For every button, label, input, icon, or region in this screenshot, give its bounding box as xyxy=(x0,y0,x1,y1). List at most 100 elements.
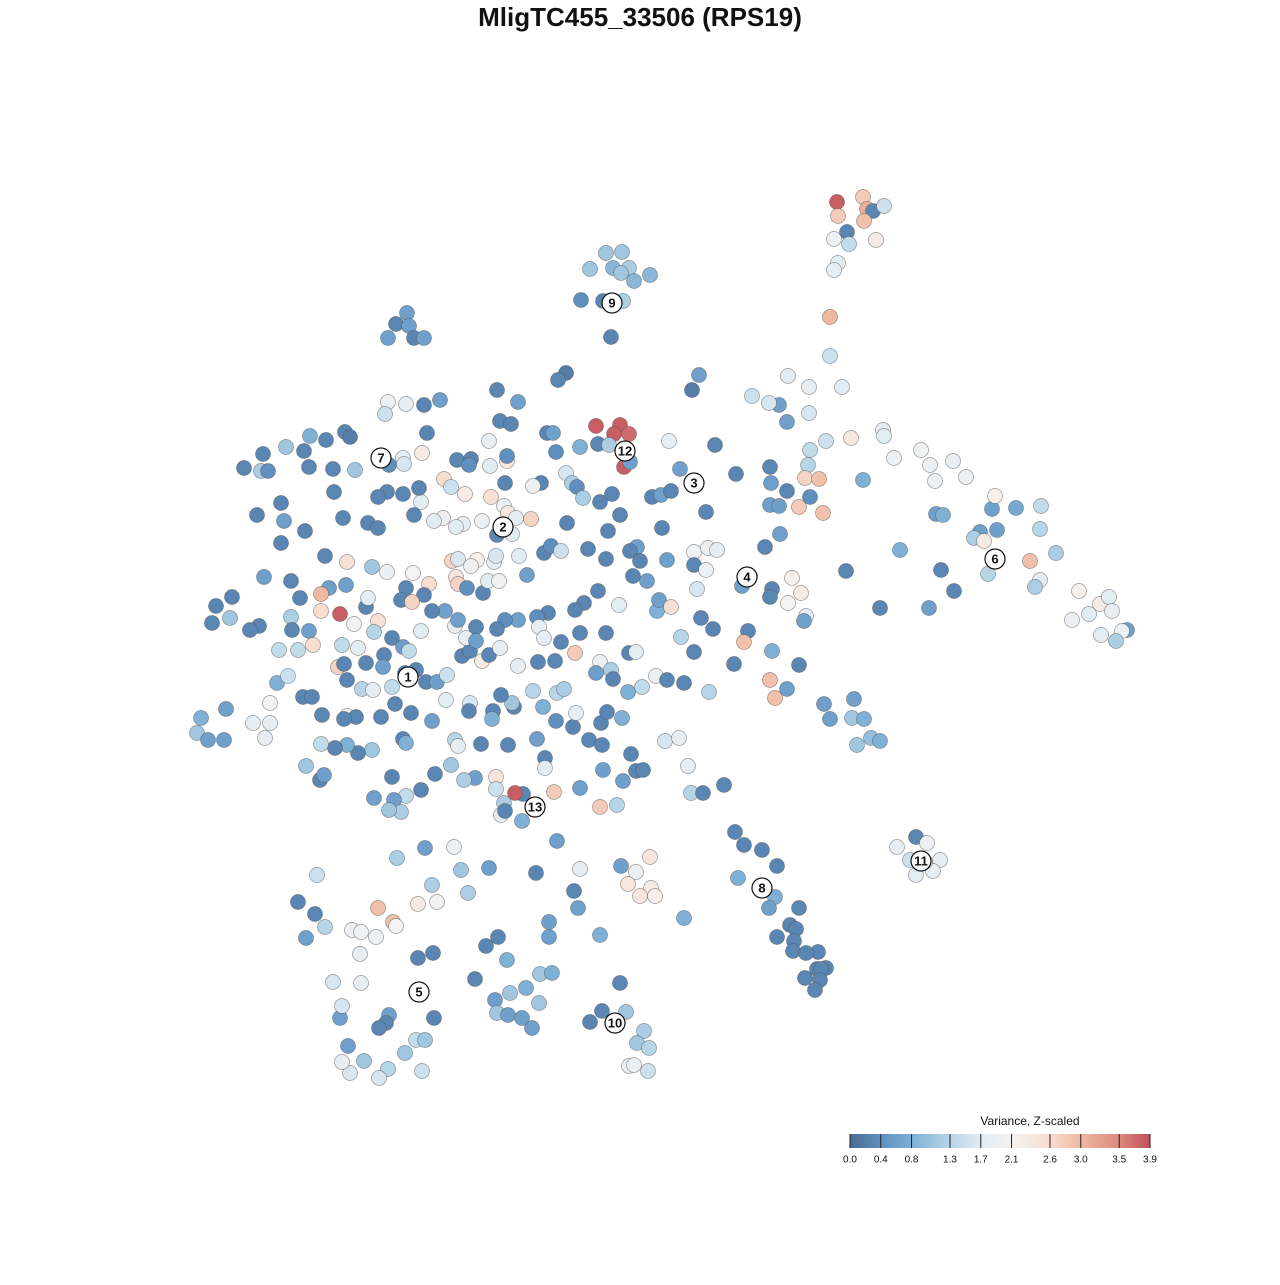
point xyxy=(302,428,318,444)
point xyxy=(262,715,278,731)
point xyxy=(413,494,429,510)
point xyxy=(193,710,209,726)
point xyxy=(727,824,743,840)
point xyxy=(425,945,441,961)
point xyxy=(327,740,343,756)
cluster-label: 1 xyxy=(404,669,411,684)
point xyxy=(317,919,333,935)
cluster-label: 5 xyxy=(415,984,422,999)
point xyxy=(651,592,667,608)
point xyxy=(541,929,557,945)
point xyxy=(1101,589,1117,605)
point xyxy=(224,589,240,605)
point xyxy=(573,292,589,308)
point xyxy=(730,870,746,886)
point xyxy=(641,1040,657,1056)
point xyxy=(414,1063,430,1079)
point xyxy=(510,658,526,674)
point xyxy=(672,461,688,477)
point xyxy=(793,585,809,601)
colorbar-tick-label: 1.3 xyxy=(943,1155,957,1166)
point xyxy=(335,510,351,526)
point xyxy=(868,232,884,248)
point xyxy=(767,690,783,706)
point xyxy=(381,802,397,818)
cluster-badge xyxy=(492,516,514,538)
point xyxy=(611,597,627,613)
point xyxy=(572,625,588,641)
point xyxy=(373,709,389,725)
point xyxy=(398,396,414,412)
point xyxy=(549,833,565,849)
point xyxy=(314,707,330,723)
cluster-label: 12 xyxy=(618,443,632,458)
point xyxy=(353,924,369,940)
point xyxy=(647,888,663,904)
cluster-badge xyxy=(910,850,932,872)
point xyxy=(626,1057,642,1073)
point xyxy=(684,382,700,398)
point xyxy=(216,732,232,748)
cluster-badge xyxy=(984,548,1006,570)
chart-title: MligTC455_33506 (RPS19) xyxy=(478,2,802,32)
cluster-label: 11 xyxy=(914,853,928,868)
point xyxy=(632,553,648,569)
point xyxy=(360,590,376,606)
point xyxy=(613,858,629,874)
point xyxy=(779,414,795,430)
point xyxy=(856,213,872,229)
point xyxy=(635,762,651,778)
point xyxy=(334,998,350,1014)
point xyxy=(689,581,705,597)
point xyxy=(927,473,943,489)
point xyxy=(553,543,569,559)
point xyxy=(401,643,417,659)
point xyxy=(550,372,566,388)
point xyxy=(1022,553,1038,569)
point xyxy=(500,737,516,753)
point xyxy=(313,736,329,752)
point xyxy=(601,437,617,453)
point xyxy=(784,570,800,586)
point xyxy=(582,1014,598,1030)
colorbar-tick-label: 1.7 xyxy=(974,1155,988,1166)
point xyxy=(588,418,604,434)
point xyxy=(849,737,865,753)
point xyxy=(594,737,610,753)
point xyxy=(614,710,630,726)
point xyxy=(528,865,544,881)
point xyxy=(403,705,419,721)
point xyxy=(544,965,560,981)
point xyxy=(1032,521,1048,537)
point xyxy=(695,785,711,801)
point xyxy=(257,730,273,746)
point xyxy=(1071,583,1087,599)
point xyxy=(604,486,620,502)
point xyxy=(278,439,294,455)
point xyxy=(491,573,507,589)
point xyxy=(450,612,466,628)
cluster-badge xyxy=(614,440,636,462)
point xyxy=(518,980,534,996)
point xyxy=(595,762,611,778)
point xyxy=(892,542,908,558)
point xyxy=(846,691,862,707)
point xyxy=(478,938,494,954)
point xyxy=(701,684,717,700)
point xyxy=(545,425,561,441)
colorbar-bar xyxy=(850,1134,1150,1148)
point xyxy=(843,430,859,446)
point xyxy=(598,625,614,641)
point xyxy=(628,644,644,660)
point xyxy=(826,262,842,278)
point xyxy=(365,682,381,698)
point xyxy=(473,736,489,752)
point xyxy=(488,781,504,797)
point xyxy=(572,780,588,796)
point xyxy=(1064,612,1080,628)
point xyxy=(921,600,937,616)
point xyxy=(457,486,473,502)
point xyxy=(377,406,393,422)
point xyxy=(686,644,702,660)
